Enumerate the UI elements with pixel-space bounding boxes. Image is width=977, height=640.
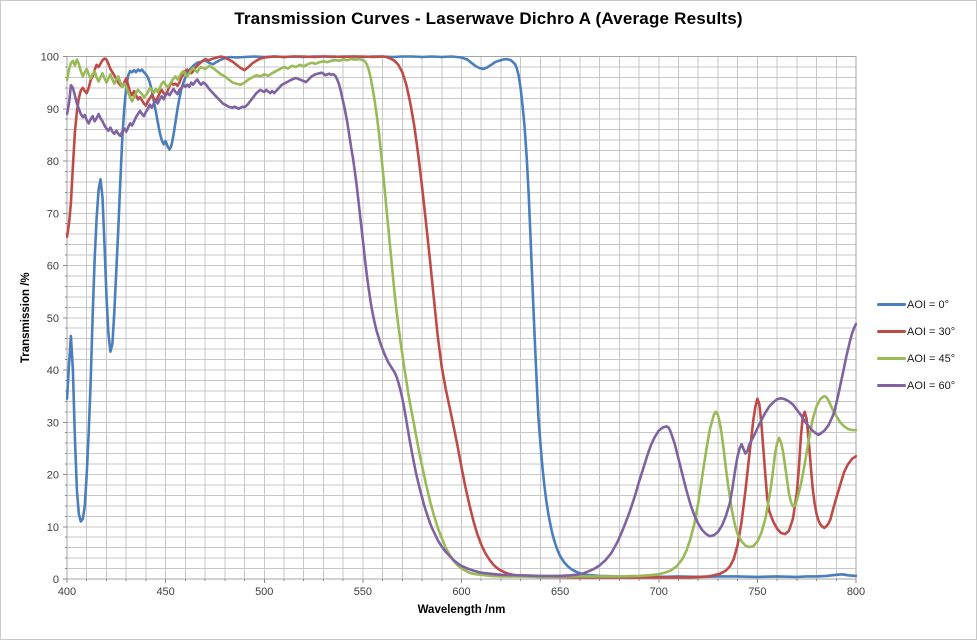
x-tick-label: 450 [156, 586, 174, 598]
gridlines [66, 56, 857, 580]
legend-label: AOI = 0° [907, 298, 950, 311]
y-tick-label: 50 [47, 313, 59, 325]
legend-item: AOI = 30° [877, 318, 976, 345]
y-axis-title: Transmission /% [20, 272, 32, 363]
y-tick-label: 70 [47, 208, 59, 220]
series-line-3 [66, 71, 857, 578]
x-tick-label: 700 [650, 586, 668, 598]
chart-title: Transmission Curves - Laserwave Dichro A… [234, 9, 743, 28]
x-tick-label: 800 [847, 586, 865, 598]
legend-item: AOI = 45° [877, 345, 976, 372]
series-line-2 [66, 57, 857, 579]
legend-line-swatch [877, 383, 906, 388]
y-tick-label: 10 [47, 522, 59, 534]
x-axis-title: Wavelength /nm [418, 604, 506, 616]
y-tick-label: 100 [41, 52, 59, 64]
y-tick-label: 20 [47, 470, 59, 482]
y-tick-label: 90 [47, 104, 59, 116]
y-tick-label: 30 [47, 417, 59, 429]
legend-line-swatch [877, 302, 906, 307]
series-line-1 [66, 55, 857, 579]
legend-line-swatch [877, 329, 906, 334]
y-tick-label: 80 [47, 156, 59, 168]
x-tick-label: 550 [354, 586, 372, 598]
x-tick-label: 400 [58, 586, 76, 598]
y-tick-label: 60 [47, 261, 59, 273]
x-axis-tick-labels: 400 450 500 550 600 650 700 750 800 [58, 586, 865, 598]
legend: AOI = 0° AOI = 30° AOI = 45° AOI = 60° [877, 291, 976, 399]
legend-label: AOI = 60° [907, 379, 956, 392]
x-tick-label: 500 [255, 586, 273, 598]
legend-item: AOI = 60° [877, 372, 976, 399]
legend-label: AOI = 30° [907, 325, 956, 338]
x-tick-label: 650 [551, 586, 569, 598]
y-tick-label: 40 [47, 365, 59, 377]
legend-line-swatch [877, 356, 906, 361]
legend-label: AOI = 45° [907, 352, 956, 365]
x-tick-label: 750 [748, 586, 766, 598]
y-axis-tick-labels: 0 10 20 30 40 50 60 70 80 90 100 [41, 52, 59, 587]
axis-ticks [63, 56, 857, 583]
x-tick-label: 600 [452, 586, 470, 598]
legend-item: AOI = 0° [877, 291, 976, 318]
y-tick-label: 0 [53, 574, 59, 586]
